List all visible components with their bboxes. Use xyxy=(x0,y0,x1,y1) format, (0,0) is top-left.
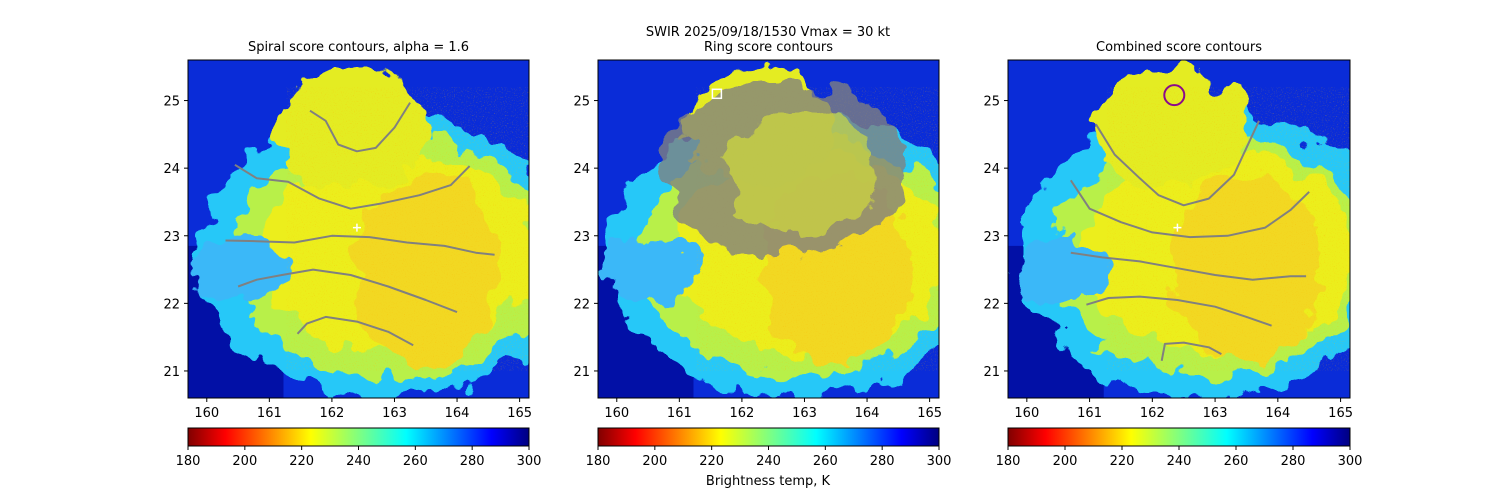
y-tick-label: 22 xyxy=(163,297,180,312)
contour-line xyxy=(296,315,414,347)
colorbar-gradient xyxy=(1007,427,1351,447)
contour-line xyxy=(237,268,458,314)
x-tick-label: 163 xyxy=(792,406,817,421)
colorbar: 180 200 220 240 260 280 300 xyxy=(176,427,542,469)
x-tick-label: 163 xyxy=(1203,406,1228,421)
center-plus-marker xyxy=(1173,223,1182,232)
cloud-west-band xyxy=(601,239,697,300)
x-tick-label: 164 xyxy=(445,406,470,421)
colorbar-tick-label: 300 xyxy=(1338,454,1363,469)
colorbar-tick-label: 240 xyxy=(1167,454,1192,469)
colorbar-tick-label: 180 xyxy=(996,454,1021,469)
x-tick-label: 164 xyxy=(855,406,880,421)
cloud-west-band xyxy=(191,239,287,300)
axes-frame xyxy=(1007,59,1351,399)
x-tick-label: 160 xyxy=(604,406,629,421)
colorbar-tick-label: 260 xyxy=(403,454,428,469)
cloud-west-band xyxy=(1011,239,1108,300)
ring-contour-gaps xyxy=(722,110,881,234)
colorbar-tick-label: 200 xyxy=(642,454,667,469)
panel-3: Combined score contours 160 161 162 163 164 16… xyxy=(983,40,1363,469)
y-tick-label: 24 xyxy=(983,162,1000,177)
contour-line xyxy=(234,163,471,210)
y-tick-label: 21 xyxy=(163,365,180,380)
x-tick-label: 165 xyxy=(1328,406,1353,421)
colorbar-tick-label: 240 xyxy=(346,454,371,469)
x-tick-label: 165 xyxy=(507,406,532,421)
y-tick-label: 22 xyxy=(983,297,1000,312)
x-tick-label: 165 xyxy=(917,406,942,421)
panel-title: Combined score contours xyxy=(1096,40,1262,55)
x-tick-label: 164 xyxy=(1265,406,1290,421)
y-tick-label: 23 xyxy=(163,230,180,245)
center-plus-marker xyxy=(352,223,361,232)
heatmap-image xyxy=(188,60,529,398)
colorbar-axis-label: Brightness temp, K xyxy=(706,474,831,489)
contour-line xyxy=(1069,179,1310,239)
cloud-speckle xyxy=(307,110,512,348)
panel-title: Ring score contours xyxy=(704,40,833,55)
heatmap-image xyxy=(1008,60,1350,398)
contour-line xyxy=(1070,251,1307,281)
colorbar-tick-label: 280 xyxy=(460,454,485,469)
colorbar-tick-label: 300 xyxy=(517,454,542,469)
y-tick-label: 24 xyxy=(163,162,180,177)
x-tick-label: 161 xyxy=(257,406,282,421)
colorbar-gradient xyxy=(597,427,940,447)
y-tick-label: 21 xyxy=(983,365,1000,380)
x-tick-label: 162 xyxy=(319,406,344,421)
panel-1: Spiral score contours, alpha = 1.6 160 161… xyxy=(163,40,542,469)
colorbar-tick-label: 260 xyxy=(813,454,838,469)
x-tick-label: 161 xyxy=(1077,406,1102,421)
colorbar: 180 200 220 240 260 280 300 xyxy=(586,427,952,469)
colorbar: 180 200 220 240 260 280 300 xyxy=(996,427,1363,469)
y-tick-label: 25 xyxy=(163,95,180,110)
cloud-speckle xyxy=(1127,110,1333,348)
heatmap-image xyxy=(598,60,939,398)
y-tick-label: 25 xyxy=(573,95,590,110)
y-tick-label: 21 xyxy=(573,365,590,380)
colorbar-tick-label: 280 xyxy=(870,454,895,469)
panels: Spiral score contours, alpha = 1.6 160 161… xyxy=(163,40,1363,469)
colorbar-gradient xyxy=(187,427,530,447)
colorbar-tick-label: 220 xyxy=(1110,454,1135,469)
contour-line xyxy=(1086,295,1272,327)
axes-frame xyxy=(187,59,530,399)
contour-line xyxy=(225,234,495,256)
colorbar-tick-label: 240 xyxy=(756,454,781,469)
contour-line xyxy=(309,102,411,153)
x-tick-label: 160 xyxy=(1014,406,1039,421)
colorbar-tick-label: 220 xyxy=(699,454,724,469)
x-tick-label: 162 xyxy=(729,406,754,421)
y-tick-label: 24 xyxy=(573,162,590,177)
y-tick-label: 22 xyxy=(573,297,590,312)
x-tick-label: 161 xyxy=(667,406,692,421)
y-tick-label: 25 xyxy=(983,95,1000,110)
y-tick-label: 23 xyxy=(983,230,1000,245)
x-tick-label: 160 xyxy=(194,406,219,421)
colorbar-tick-label: 300 xyxy=(927,454,952,469)
colorbar-tick-label: 220 xyxy=(289,454,314,469)
axes-frame xyxy=(597,59,940,399)
colorbar-tick-label: 180 xyxy=(586,454,611,469)
ring-contour-region xyxy=(660,80,905,257)
colorbar-tick-label: 280 xyxy=(1281,454,1306,469)
contour-line xyxy=(1160,341,1222,361)
x-tick-label: 163 xyxy=(382,406,407,421)
panel-2: Ring score contours 160 161 162 163 164 165 21 2… xyxy=(573,40,952,469)
x-tick-label: 162 xyxy=(1140,406,1165,421)
suptitle: SWIR 2025/09/18/1530 Vmax = 30 kt xyxy=(646,25,890,40)
colorbar-tick-label: 180 xyxy=(176,454,201,469)
y-tick-label: 23 xyxy=(573,230,590,245)
colorbar-tick-label: 260 xyxy=(1224,454,1249,469)
colorbar-tick-label: 200 xyxy=(1053,454,1078,469)
panel-title: Spiral score contours, alpha = 1.6 xyxy=(248,40,469,55)
square-marker xyxy=(711,88,723,100)
colorbar-tick-label: 200 xyxy=(232,454,257,469)
circle-marker xyxy=(1163,84,1186,107)
contour-line xyxy=(1095,120,1260,207)
